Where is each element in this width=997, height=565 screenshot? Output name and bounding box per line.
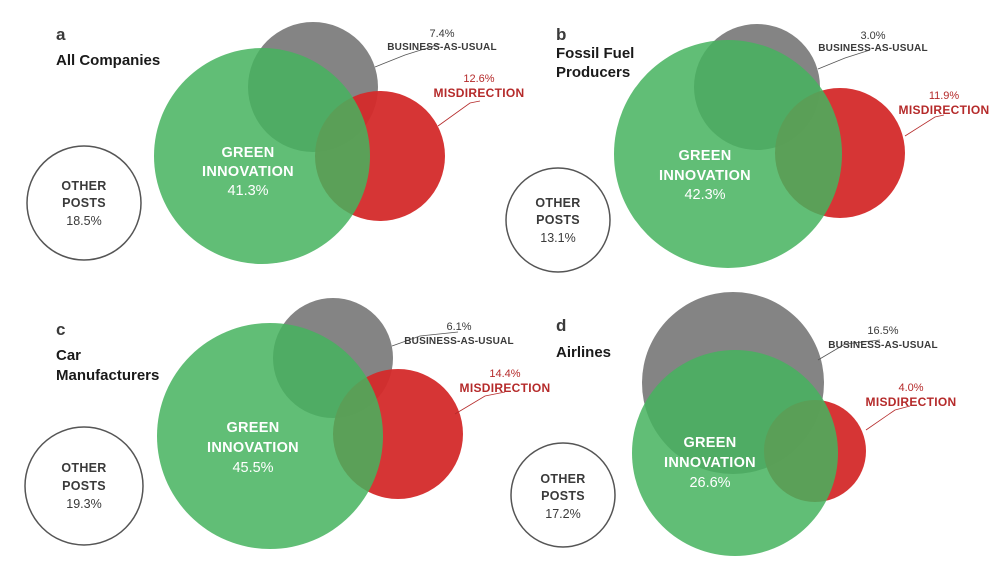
misdirection-label: MISDIRECTION xyxy=(460,381,551,395)
green-innovation-label: INNOVATION xyxy=(207,440,299,456)
other-posts-label: POSTS xyxy=(62,196,106,210)
panel-title: Car xyxy=(56,347,81,364)
misdirection-label: MISDIRECTION xyxy=(434,86,525,100)
business-as-usual-leader-line xyxy=(391,331,459,347)
other-posts-label: OTHER xyxy=(61,461,106,475)
green-innovation-label: GREEN xyxy=(678,148,731,164)
misdirection-leader-line xyxy=(454,391,506,415)
green-innovation-value: 42.3% xyxy=(684,187,725,203)
business-as-usual-value: 3.0% xyxy=(860,30,885,42)
business-as-usual-label: BUSINESS-AS-USUAL xyxy=(404,336,514,347)
misdirection-label: MISDIRECTION xyxy=(899,103,990,117)
panel-letter: a xyxy=(56,25,66,44)
misdirection-value: 11.9% xyxy=(929,90,960,102)
other-posts-circle xyxy=(505,167,611,273)
green-innovation-label: INNOVATION xyxy=(659,168,751,184)
other-posts-label: POSTS xyxy=(541,489,585,503)
misdirection-value: 12.6% xyxy=(463,73,494,85)
other-posts-value: 19.3% xyxy=(66,497,101,511)
panel-letter: b xyxy=(556,25,566,44)
other-posts-label: POSTS xyxy=(62,479,106,493)
business-as-usual-label: BUSINESS-AS-USUAL xyxy=(818,43,928,54)
business-as-usual-value: 16.5% xyxy=(867,325,898,337)
panel-c: c Car Manufacturers GREEN INNOVATION 45.… xyxy=(24,298,551,549)
business-as-usual-leader-line xyxy=(817,339,881,361)
green-innovation-circle xyxy=(157,323,383,549)
other-posts-label: POSTS xyxy=(536,213,580,227)
green-innovation-circle xyxy=(154,48,370,264)
business-as-usual-label: BUSINESS-AS-USUAL xyxy=(387,42,497,53)
other-posts-label: OTHER xyxy=(535,196,580,210)
misdirection-leader-line xyxy=(437,100,481,127)
business-as-usual-value: 6.1% xyxy=(446,321,471,333)
panel-title: Producers xyxy=(556,64,630,81)
other-posts-circle xyxy=(24,426,144,546)
green-innovation-circle xyxy=(632,350,838,556)
green-innovation-circle xyxy=(614,40,842,268)
other-posts-label: OTHER xyxy=(61,179,106,193)
panel-title: Airlines xyxy=(556,344,611,361)
panel-a: a All Companies GREEN INNOVATION 41.3% O… xyxy=(26,22,525,264)
green-innovation-label: GREEN xyxy=(221,145,274,161)
misdirection-value: 14.4% xyxy=(489,368,520,380)
green-innovation-label: INNOVATION xyxy=(664,455,756,471)
panel-b: b Fossil Fuel Producers GREEN INNOVATION… xyxy=(505,24,990,273)
green-innovation-value: 26.6% xyxy=(689,475,730,491)
panel-letter: d xyxy=(556,316,566,335)
business-as-usual-leader-line xyxy=(374,43,441,68)
panel-title: All Companies xyxy=(56,52,160,69)
other-posts-value: 18.5% xyxy=(66,214,101,228)
other-posts-circle xyxy=(26,145,142,261)
panel-title: Fossil Fuel xyxy=(556,45,634,62)
other-posts-circle xyxy=(510,442,616,548)
business-as-usual-label: BUSINESS-AS-USUAL xyxy=(828,340,938,351)
green-innovation-value: 41.3% xyxy=(227,183,268,199)
panel-d: d Airlines GREEN INNOVATION 26.6% OTHER … xyxy=(510,292,957,556)
other-posts-value: 13.1% xyxy=(540,231,575,245)
business-as-usual-value: 7.4% xyxy=(429,28,454,40)
other-posts-label: OTHER xyxy=(540,472,585,486)
green-innovation-label: GREEN xyxy=(683,435,736,451)
misdirection-label: MISDIRECTION xyxy=(866,395,957,409)
green-innovation-label: GREEN xyxy=(226,420,279,436)
other-posts-value: 17.2% xyxy=(545,507,580,521)
misdirection-leader-line xyxy=(904,114,945,137)
panel-letter: c xyxy=(56,320,65,339)
green-innovation-value: 45.5% xyxy=(232,460,273,476)
misdirection-leader-line xyxy=(865,405,911,431)
green-innovation-label: INNOVATION xyxy=(202,164,294,180)
panel-title: Manufacturers xyxy=(56,367,159,384)
misdirection-value: 4.0% xyxy=(898,382,923,394)
business-as-usual-leader-line xyxy=(817,49,871,70)
